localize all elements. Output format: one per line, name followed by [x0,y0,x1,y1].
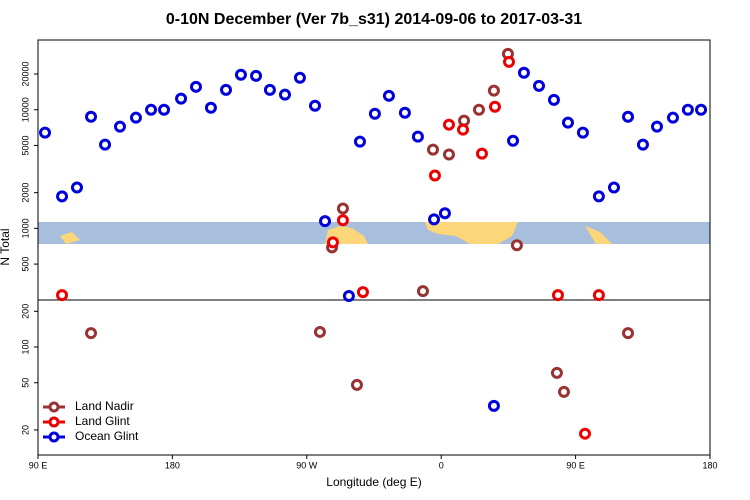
point [551,289,564,302]
point [547,93,560,106]
y-tick-label: 20 [20,425,30,435]
chart-title: 0-10N December (Ver 7b_s31) 2014-09-06 t… [166,11,582,28]
legend-label: Land Glint [75,414,130,428]
x-tick-label: 0 [439,460,444,470]
point [475,147,488,160]
point [487,84,500,97]
y-tick-label: 500 [20,257,30,272]
point [145,103,158,116]
point [622,110,635,123]
point [263,83,276,96]
point [666,111,679,124]
point [487,399,500,412]
x-tick-label: 90 E [566,460,585,470]
point [85,327,98,340]
point [636,138,649,151]
point [326,236,339,249]
y-tick-label: 50 [20,378,30,388]
point [411,130,424,143]
point [336,202,349,215]
point [175,92,188,105]
point [607,181,620,194]
point [342,290,355,303]
x-tick-label: 180 [702,460,717,470]
legend-label: Ocean Glint [75,429,139,443]
point [561,116,574,129]
legend-marker [48,431,60,443]
point [550,366,563,379]
point [220,83,233,96]
point [442,148,455,161]
y-tick-label: 200 [20,304,30,319]
x-tick-label: 180 [165,460,180,470]
point [99,138,112,151]
point [309,99,322,112]
y-tick-label: 100 [20,340,30,355]
point [319,215,332,228]
x-tick-label: 90 W [296,460,318,470]
point [250,69,263,82]
point [517,66,530,79]
point [416,285,429,298]
point [438,207,451,220]
y-tick-label: 20000 [20,61,30,86]
point [472,103,485,116]
y-axis-label: N Total [0,228,12,265]
point [356,286,369,299]
point [204,101,217,114]
point [398,106,411,119]
point [426,143,439,156]
point [510,239,523,252]
point [158,103,171,116]
point [70,181,83,194]
point [592,190,605,203]
y-tick-label: 1000 [20,218,30,238]
y-tick-label: 2000 [20,183,30,203]
point [56,190,69,203]
point [336,214,349,227]
point [428,169,441,182]
x-axis-label: Longitude (deg E) [326,475,421,489]
point [579,427,592,440]
point [39,126,52,139]
point [85,110,98,123]
plot-frame [37,39,711,456]
point [234,68,247,81]
point [350,378,363,391]
y-tick-label: 10000 [20,97,30,122]
point [189,80,202,93]
point [278,88,291,101]
point [576,126,589,139]
point [507,134,520,147]
point [368,107,381,120]
point [56,289,69,302]
point [113,120,126,133]
legend-marker [48,416,60,428]
point [488,100,501,113]
point [442,118,455,131]
point [293,71,306,84]
point [622,327,635,340]
point [428,213,441,226]
point [382,89,395,102]
point [502,55,515,68]
y-tick-label: 5000 [20,135,30,155]
point [650,120,663,133]
x-tick-label: 90 E [29,460,48,470]
point [695,103,708,116]
legend-label: Land Nadir [75,399,134,413]
point [681,103,694,116]
map-strip [38,222,710,244]
point [557,385,570,398]
point [129,111,142,124]
legend-marker [48,401,60,413]
point [353,135,366,148]
point [533,79,546,92]
point [592,289,605,302]
point [457,123,470,136]
point [313,325,326,338]
